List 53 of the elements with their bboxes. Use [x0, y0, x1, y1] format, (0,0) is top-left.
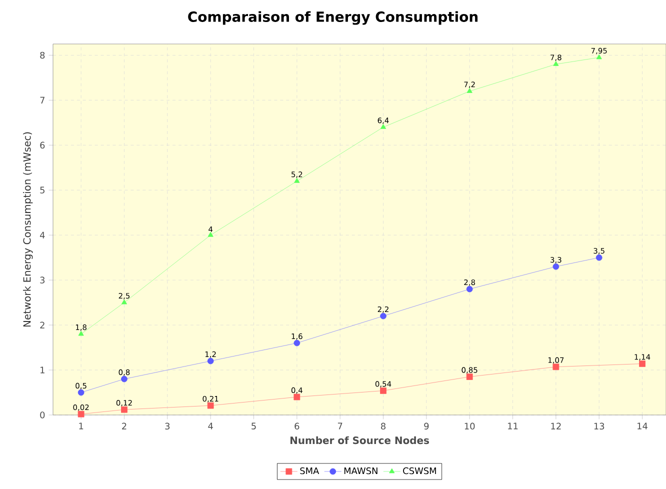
- point: [466, 374, 473, 380]
- point: [208, 232, 214, 237]
- point: [294, 178, 300, 183]
- point: [380, 124, 386, 129]
- x-tick-label: 11: [508, 422, 518, 430]
- x-tick-label: 5: [252, 422, 256, 430]
- point: [78, 410, 84, 418]
- y-tick-label: 6: [40, 142, 45, 149]
- y-tick-label: 4: [40, 232, 45, 238]
- y-tick-label: 0: [40, 412, 45, 418]
- y-tick-label: 7: [40, 96, 44, 104]
- point: [380, 388, 386, 394]
- x-tick-label: 6: [294, 422, 300, 430]
- point: [121, 299, 128, 304]
- x-tick-label: 8: [381, 422, 386, 430]
- x-tick-label: 9: [424, 422, 429, 430]
- chart-title: Comparaison of Energy Consumption: [188, 11, 478, 25]
- point: [596, 254, 602, 261]
- point: [552, 364, 560, 370]
- point: [294, 340, 300, 346]
- x-tick-label: 7: [338, 422, 342, 430]
- point: [207, 402, 214, 409]
- y-tick-label: 8: [40, 52, 45, 59]
- x-tick-label: 1: [79, 422, 84, 430]
- point: [466, 88, 472, 93]
- y-tick-label: 5: [40, 186, 44, 194]
- x-tick-label: 2: [122, 422, 126, 430]
- x-tick-label: 4: [208, 422, 213, 430]
- point: [121, 406, 128, 413]
- x-axis-title: Number of Source Nodes: [290, 436, 429, 444]
- point: [78, 389, 84, 396]
- y-tick-label: 1: [40, 366, 44, 374]
- legend-label: SMA: [300, 467, 320, 474]
- y-tick-label: 2: [40, 322, 44, 328]
- point: [121, 376, 128, 382]
- point: [596, 54, 602, 60]
- legend-label: MAWSN: [344, 467, 378, 474]
- point: [207, 358, 214, 364]
- y-tick-label: 3: [40, 276, 45, 284]
- point: [639, 360, 646, 367]
- point: [552, 263, 560, 270]
- y-axis-title: Network Energy Consumption (mWsec): [23, 132, 33, 327]
- x-tick-label: 10: [464, 422, 475, 430]
- point: [78, 330, 84, 336]
- point: [294, 394, 300, 400]
- x-tick-label: 12: [551, 422, 561, 430]
- legend-label: CSWSM: [403, 467, 436, 474]
- point: [466, 286, 473, 292]
- x-tick-label: 3: [165, 422, 170, 430]
- x-tick-label: 13: [594, 422, 604, 430]
- x-tick-label: 14: [638, 422, 648, 430]
- point: [553, 61, 559, 66]
- point: [380, 312, 386, 320]
